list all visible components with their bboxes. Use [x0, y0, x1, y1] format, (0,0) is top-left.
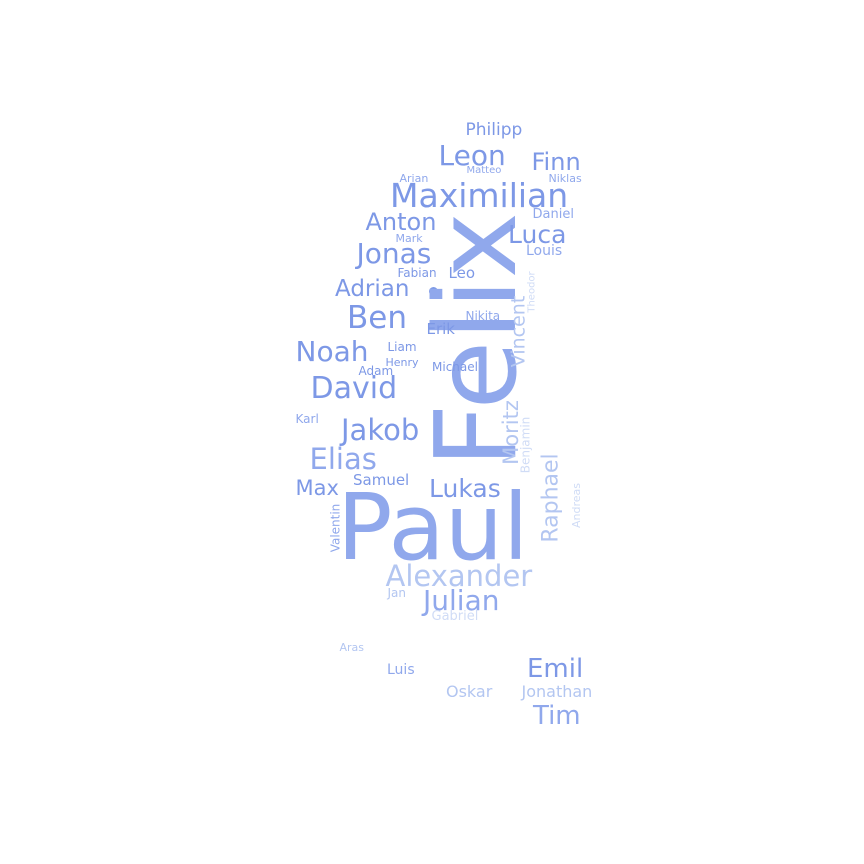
word-jonathan: Jonathan	[521, 682, 593, 701]
word-oskar: Oskar	[446, 682, 493, 701]
word-benjamin: Benjamin	[517, 416, 532, 474]
word-philipp: Philipp	[465, 119, 523, 140]
word-elias: Elias	[309, 441, 377, 476]
word-jakob: Jakob	[341, 412, 420, 447]
cloud-dot	[429, 287, 438, 296]
word-samuel: Samuel	[353, 470, 410, 489]
word-andreas: Andreas	[569, 482, 583, 528]
word-tim: Tim	[533, 701, 581, 731]
word-jan: Jan	[387, 586, 407, 600]
word-paul: Paul	[337, 474, 529, 581]
word-julian: Julian	[423, 584, 500, 617]
word-nikita: Nikita	[465, 309, 501, 323]
word-luis: Luis	[387, 662, 415, 678]
word-lukas: Lukas	[429, 473, 501, 503]
word-liam: Liam	[387, 340, 417, 354]
word-maximilian: Maximilian	[390, 175, 569, 215]
word-fabian: Fabian	[397, 266, 437, 280]
word-david: David	[310, 371, 398, 406]
word-arian: Arian	[399, 171, 429, 185]
word-karl: Karl	[295, 412, 319, 426]
word-jonas: Jonas	[356, 237, 432, 270]
word-erik: Erik	[426, 319, 456, 338]
word-ben: Ben	[347, 299, 407, 336]
word-alexander: Alexander	[385, 558, 533, 593]
word-henry: Henry	[385, 355, 419, 369]
word-adrian: Adrian	[335, 275, 410, 302]
word-theodor: Theodor	[526, 271, 538, 313]
word-vincent: Vincent	[507, 295, 530, 367]
word-michael: Michael	[432, 360, 478, 374]
word-matteo: Matteo	[466, 165, 502, 176]
word-gabriel: Gabriel	[431, 608, 479, 624]
word-louis: Louis	[526, 243, 563, 259]
word-niklas: Niklas	[548, 171, 582, 185]
word-finn: Finn	[531, 148, 581, 176]
word-noah: Noah	[295, 335, 369, 368]
word-adam: Adam	[358, 364, 394, 378]
word-raphael: Raphael	[538, 453, 564, 543]
word-luca: Luca	[508, 219, 567, 249]
word-leo: Leo	[448, 263, 476, 282]
word-mark: Mark	[395, 231, 423, 245]
word-aras: Aras	[339, 640, 365, 654]
word-emil: Emil	[527, 654, 584, 684]
word-anton: Anton	[365, 208, 437, 236]
word-daniel: Daniel	[532, 206, 574, 222]
word-max: Max	[295, 475, 339, 500]
word-leon: Leon	[438, 139, 506, 172]
word-valentin: Valentin	[327, 503, 342, 553]
